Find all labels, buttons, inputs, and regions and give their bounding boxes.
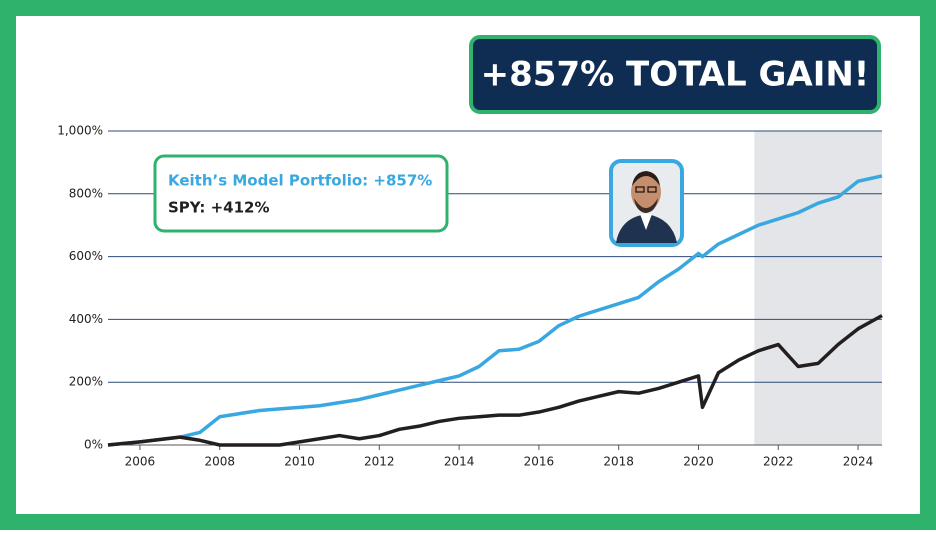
- y-tick-label: 1,000%: [57, 124, 103, 138]
- legend-entry: SPY: +412%: [168, 199, 269, 217]
- banner-box: [469, 35, 881, 114]
- y-tick-label: 400%: [69, 312, 103, 326]
- banner: +857% TOTAL GAIN!: [481, 55, 870, 95]
- plot-area: 0% 200% 400% 600% 800% 1,000% 2006 2008 2010 2012…: [57, 124, 883, 469]
- portrait-beard: [634, 198, 658, 213]
- portrait-glasses: [635, 186, 645, 193]
- x-tick-label: 2014: [444, 455, 475, 469]
- y-tick-label: 200%: [69, 375, 103, 389]
- x-tick-label: 2018: [603, 455, 634, 469]
- portrait-hair: [632, 171, 660, 186]
- portrait: [609, 159, 684, 247]
- y-tick-label: 0%: [84, 438, 103, 452]
- x-tick-label: 2008: [204, 455, 235, 469]
- x-tick-label: 2024: [843, 455, 874, 469]
- portrait-head: [631, 173, 661, 211]
- x-tick-label: 2012: [364, 455, 395, 469]
- series-line: [107, 174, 883, 447]
- x-tick-label: 2016: [524, 455, 555, 469]
- portrait-glasses: [647, 186, 657, 193]
- x-tick-label: 2020: [683, 455, 714, 469]
- x-tick-label: 2022: [763, 455, 794, 469]
- legend-entry: Keith’s Model Portfolio: +857%: [168, 172, 432, 190]
- y-tick-label: 800%: [69, 186, 103, 200]
- highlight-region: [754, 131, 882, 445]
- y-tick-label: 600%: [69, 249, 103, 263]
- x-tick-label: 2006: [125, 455, 156, 469]
- series-line: [107, 314, 883, 447]
- x-tick-label: 2010: [284, 455, 315, 469]
- legend: [153, 154, 449, 233]
- portrait-shirt: [640, 214, 652, 230]
